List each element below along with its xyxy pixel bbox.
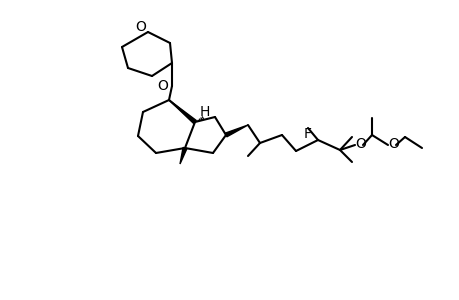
Text: H: H [199,105,210,119]
Text: O: O [388,137,398,151]
Text: O: O [157,79,168,93]
Polygon shape [179,147,186,164]
Text: F: F [303,127,311,141]
Text: O: O [355,137,366,151]
Text: O: O [135,20,146,34]
Polygon shape [225,125,247,137]
Polygon shape [168,100,196,124]
